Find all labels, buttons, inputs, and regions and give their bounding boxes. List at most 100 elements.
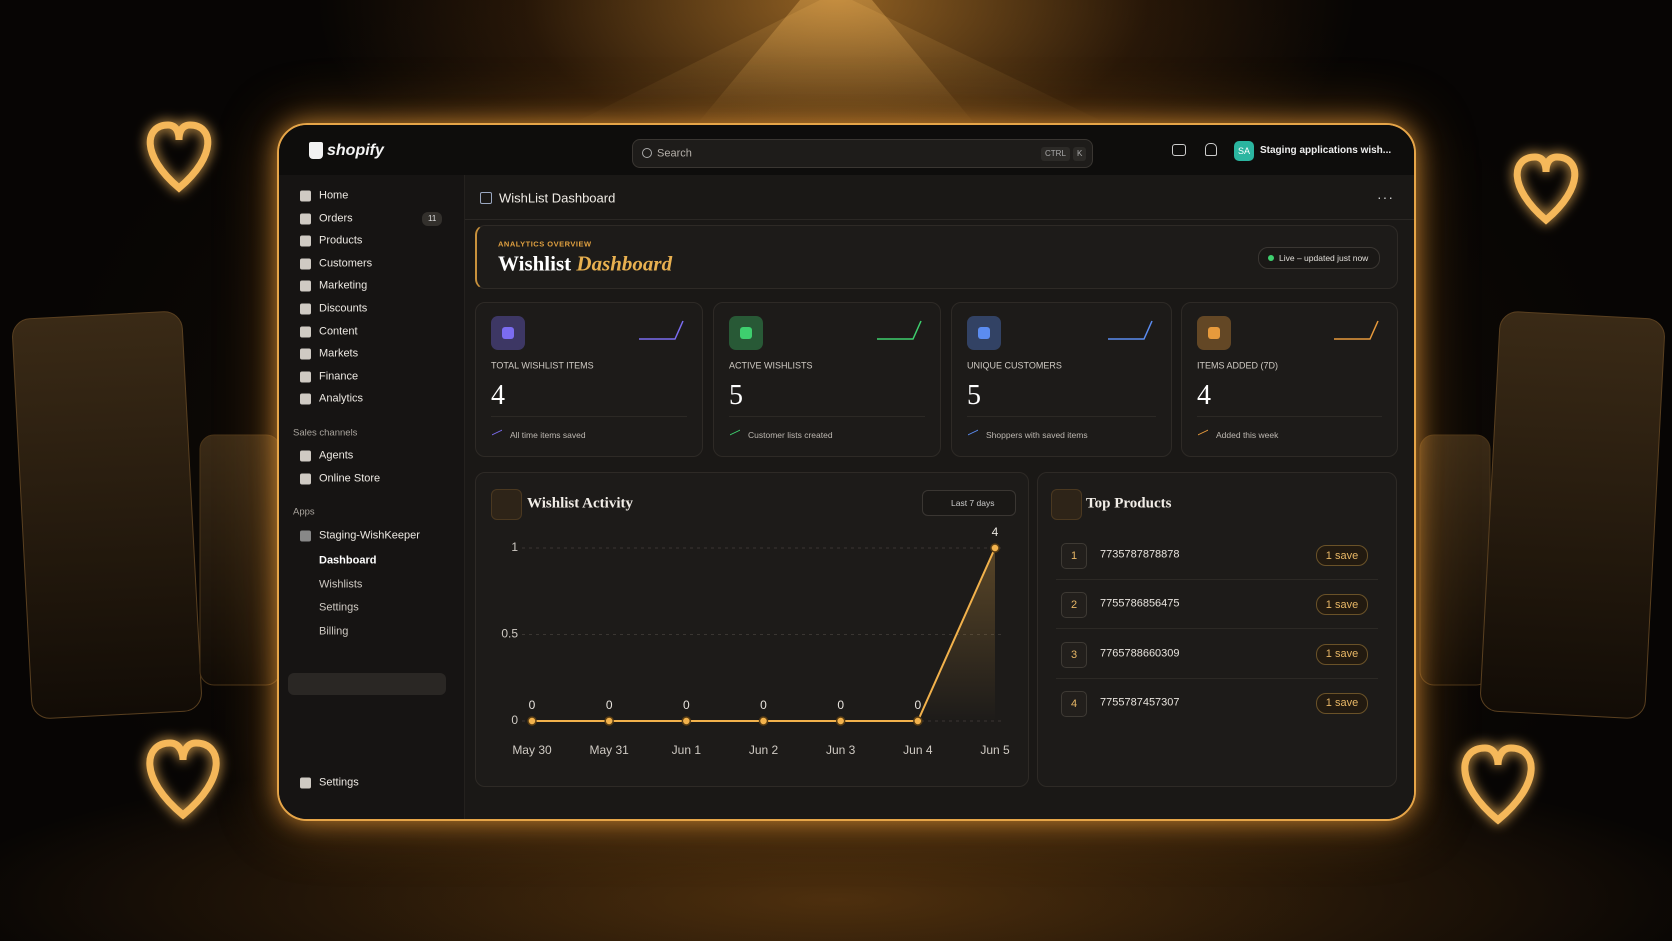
search-icon	[642, 148, 652, 158]
x-tick-label: May 30	[512, 743, 552, 757]
status-pill: Live – updated just now	[1258, 247, 1380, 269]
stat-value: 4	[1197, 380, 1211, 411]
point	[913, 716, 923, 726]
product-id[interactable]: 7765788660309	[1100, 647, 1180, 660]
save-pill: 1 save	[1316, 594, 1368, 616]
divider	[729, 416, 925, 417]
nav-item[interactable]: Marketing	[319, 279, 368, 292]
stat-note: Customer lists created	[748, 429, 833, 440]
divider	[1197, 416, 1382, 417]
stat-value: 5	[729, 380, 743, 411]
value-label: 0	[837, 698, 844, 712]
top-products-title: Top Products	[1086, 495, 1172, 512]
inbox-icon[interactable]	[1172, 144, 1186, 156]
nav-item[interactable]: Customers	[319, 257, 373, 270]
nav-icon	[300, 450, 311, 462]
product-id[interactable]: 7755787457307	[1100, 696, 1180, 709]
trend-icon	[1198, 429, 1208, 441]
sub-nav-item[interactable]: Wishlists	[319, 578, 363, 590]
activity-chart: 0 0.5 1 May 30 May 31 Jun 1 Jun 2 Jun 3 Jun 4 Jun…	[501, 525, 1010, 757]
y-tick-label: 0.5	[501, 627, 518, 641]
activity-icon	[491, 489, 522, 520]
point	[990, 543, 1000, 553]
status-dot	[1268, 255, 1274, 261]
more-menu[interactable]: ···	[1377, 189, 1394, 205]
sub-nav-item[interactable]: Dashboard	[319, 554, 377, 567]
divider	[967, 416, 1156, 417]
value-label: 0	[683, 698, 690, 712]
top-products-card: Top Products 1 7735787878878 1 save 2 775578…	[1037, 472, 1397, 787]
divider	[1056, 579, 1378, 580]
nav-icon	[300, 393, 311, 405]
top-bar: shopify Search CTRL K SA Staging applica…	[279, 125, 1414, 175]
x-tick-label: Jun 4	[903, 743, 933, 757]
section-title[interactable]: Sales channels	[293, 427, 358, 439]
side-product-card	[1419, 434, 1491, 686]
nav-item[interactable]: Home	[319, 189, 349, 202]
save-pill: 1 save	[1316, 692, 1368, 714]
stat-note: Shoppers with saved items	[986, 429, 1088, 440]
nav-item[interactable]: Content	[319, 325, 358, 338]
stat-note: All time items saved	[510, 429, 586, 440]
page-title: WishList Dashboard	[499, 190, 616, 206]
product-id[interactable]: 7755786856475	[1100, 597, 1180, 610]
sparkline	[877, 320, 922, 340]
rank-badge: 3	[1061, 641, 1087, 668]
range-select[interactable]: Last 7 days	[922, 490, 1016, 516]
trend-icon	[968, 429, 978, 441]
value-label: 0	[760, 698, 767, 712]
stat-value: 4	[491, 380, 505, 411]
brand-icon	[309, 142, 323, 159]
nav-icon	[300, 473, 311, 485]
x-tick-label: Jun 3	[826, 743, 856, 757]
nav-item[interactable]: Discounts	[319, 302, 368, 315]
nav-item[interactable]: Orders	[319, 212, 353, 225]
value-label: 0	[529, 698, 536, 712]
sidebar: Home Orders 11 Products Customers Marketing Di…	[279, 175, 465, 819]
rank-badge: 2	[1061, 592, 1087, 619]
x-tick-label: Jun 5	[980, 743, 1010, 757]
stat-icon-glyph	[978, 327, 990, 339]
stat-label: ITEMS ADDED (7D)	[1197, 360, 1279, 371]
x-tick-label: Jun 2	[749, 743, 779, 757]
product-id[interactable]: 7735787878878	[1100, 548, 1180, 561]
divider	[1056, 677, 1378, 679]
nav-item[interactable]: Agents	[319, 449, 354, 462]
app-name[interactable]: Staging-WishKeeper	[319, 529, 420, 542]
stat-label: ACTIVE WISHLISTS	[729, 360, 813, 371]
active-item-bg	[288, 673, 446, 695]
settings-link[interactable]: Settings	[319, 776, 359, 789]
hero-eyebrow: ANALYTICS OVERVIEW	[498, 239, 592, 249]
store-name[interactable]: Staging applications wish...	[1260, 145, 1392, 156]
area	[532, 548, 995, 721]
nav-icon	[300, 213, 311, 225]
avatar[interactable]: SA	[1234, 141, 1254, 161]
nav-item[interactable]: Online Store	[319, 472, 381, 485]
divider	[1056, 628, 1378, 630]
point	[681, 716, 692, 726]
hero-title-main: Wishlist	[498, 251, 572, 276]
stat-icon-glyph	[740, 327, 752, 339]
trend-icon	[492, 429, 502, 441]
nav-item[interactable]: Finance	[319, 370, 359, 383]
nav-icon	[300, 280, 311, 292]
nav-badge: 11	[422, 211, 443, 226]
side-product-card	[1480, 311, 1665, 719]
activity-title: Wishlist Activity	[527, 495, 633, 512]
sub-nav-item[interactable]: Settings	[319, 601, 359, 614]
nav-item[interactable]: Markets	[319, 347, 359, 360]
point	[527, 716, 537, 726]
y-tick-label: 1	[511, 540, 518, 554]
nav-item[interactable]: Products	[319, 234, 363, 247]
sub-nav-item[interactable]: Billing	[319, 625, 349, 637]
search-box[interactable]: Search CTRL K	[632, 139, 1093, 168]
app-window: shopify Search CTRL K SA Staging applica…	[277, 123, 1416, 821]
section-title[interactable]: Apps	[293, 506, 315, 518]
search-placeholder: Search	[657, 147, 692, 160]
activity-card: Wishlist Activity Last 7 days 0 0.5 1 May 3…	[475, 472, 1029, 787]
bell-icon[interactable]	[1205, 143, 1217, 156]
nav-item[interactable]: Analytics	[319, 392, 364, 405]
light-ray	[560, 0, 1120, 130]
